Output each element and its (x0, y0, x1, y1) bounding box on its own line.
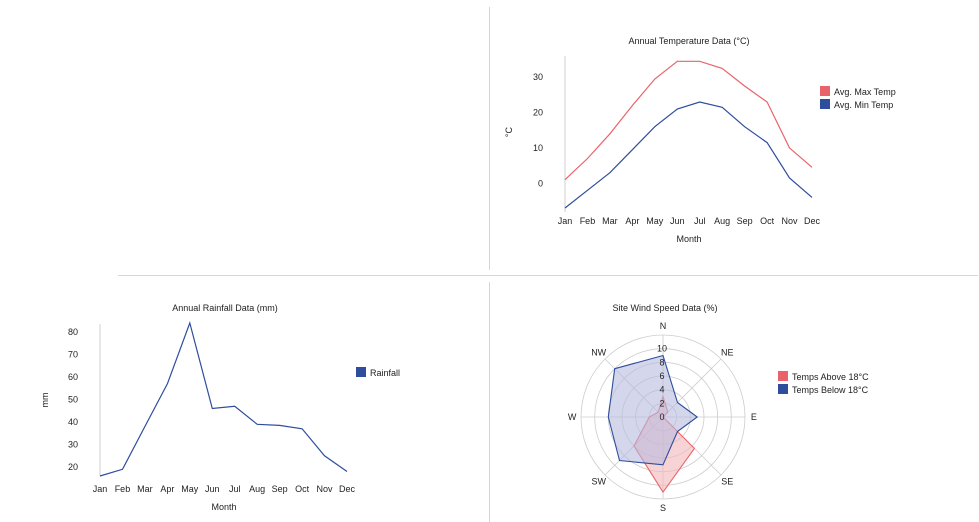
rainfall-legend: Rainfall (356, 367, 400, 378)
x-tick-label: Jan (93, 484, 108, 494)
rainfall-chart: Annual Rainfall Data (mm) 20 30 40 50 60 70 80… (40, 303, 356, 512)
x-tick-label: Feb (115, 484, 131, 494)
radial-tick-label: 10 (657, 344, 667, 354)
x-tick-label: Sep (272, 484, 288, 494)
y-tick-label: 0 (538, 178, 543, 188)
direction-label: NE (721, 348, 734, 358)
direction-label: E (751, 412, 757, 422)
x-tick-label: Nov (782, 216, 799, 226)
temperature-legend: Avg. Max Temp Avg. Min Temp (820, 86, 896, 110)
legend-label-min: Avg. Min Temp (834, 100, 893, 110)
y-tick-label: 40 (68, 417, 78, 427)
y-axis-title: °C (504, 126, 514, 137)
x-tick-label: Feb (580, 216, 596, 226)
x-tick-label: Jan (558, 216, 573, 226)
x-tick-label: Jul (229, 484, 241, 494)
legend-label-rainfall: Rainfall (370, 368, 400, 378)
x-tick-labels: Jan Feb Mar Apr May Jun Jul Aug Sep Oct Nov Dec (558, 216, 821, 226)
radar-series (607, 354, 699, 494)
x-tick-label: Oct (760, 216, 775, 226)
y-tick-label: 70 (68, 350, 78, 360)
x-tick-label: Apr (160, 484, 174, 494)
radial-tick-label: 6 (659, 371, 664, 381)
x-tick-label: Dec (339, 484, 356, 494)
x-axis-title: Month (676, 234, 701, 244)
x-tick-label: Dec (804, 216, 821, 226)
legend-swatch-below (778, 384, 788, 394)
x-tick-label: Jul (694, 216, 706, 226)
legend-label-above: Temps Above 18°C (792, 372, 869, 382)
y-tick-label: 30 (68, 440, 78, 450)
series-line (99, 321, 348, 477)
y-tick-label: 80 (68, 327, 78, 337)
wind-legend: Temps Above 18°C Temps Below 18°C (778, 371, 869, 395)
radial-tick-label: 8 (659, 357, 664, 367)
x-tick-label: Aug (249, 484, 265, 494)
temperature-chart: Annual Temperature Data (°C) 0 10 20 30 Jan… (504, 36, 821, 244)
x-tick-label: Jun (205, 484, 220, 494)
y-tick-label: 20 (533, 108, 543, 118)
y-tick-label: 50 (68, 395, 78, 405)
x-axis-title: Month (211, 502, 236, 512)
y-tick-labels: 0 10 20 30 (533, 72, 543, 188)
legend-label-max: Avg. Max Temp (834, 87, 896, 97)
x-tick-label: May (181, 484, 199, 494)
y-tick-label: 20 (68, 462, 78, 472)
x-tick-label: Nov (317, 484, 334, 494)
legend-swatch-above (778, 371, 788, 381)
x-tick-label: Aug (714, 216, 730, 226)
y-axis-title: mm (40, 393, 50, 408)
wind-radar-chart: Site Wind Speed Data (%) 0 2 4 6 8 10 N NE E SE S… (568, 303, 757, 513)
radar-series-area (607, 354, 699, 466)
radial-tick-label: 4 (659, 385, 664, 395)
horizontal-divider (118, 275, 978, 276)
direction-label: SE (721, 476, 733, 486)
direction-label: S (660, 503, 666, 513)
direction-label: N (660, 321, 667, 331)
series-line (564, 60, 813, 181)
legend-swatch-min (820, 99, 830, 109)
vertical-divider-top (489, 7, 490, 270)
chart-title: Annual Rainfall Data (mm) (172, 303, 278, 313)
legend-label-below: Temps Below 18°C (792, 385, 869, 395)
chart-title: Annual Temperature Data (°C) (629, 36, 750, 46)
y-tick-label: 10 (533, 143, 543, 153)
x-tick-label: May (646, 216, 664, 226)
radial-tick-labels: 0 2 4 6 8 10 (657, 344, 667, 422)
y-tick-label: 60 (68, 372, 78, 382)
y-tick-label: 30 (533, 72, 543, 82)
x-tick-label: Mar (137, 484, 153, 494)
x-tick-label: Apr (625, 216, 639, 226)
x-tick-label: Jun (670, 216, 685, 226)
radial-tick-label: 0 (659, 412, 664, 422)
x-tick-label: Mar (602, 216, 618, 226)
y-tick-labels: 20 30 40 50 60 70 80 (68, 327, 78, 472)
legend-swatch-max (820, 86, 830, 96)
direction-labels: N NE E SE S SW W NW (568, 321, 757, 513)
direction-label: SW (591, 476, 606, 486)
legend-swatch-rainfall (356, 367, 366, 377)
chart-title: Site Wind Speed Data (%) (612, 303, 717, 313)
x-tick-labels: Jan Feb Mar Apr May Jun Jul Aug Sep Oct Nov Dec (93, 484, 356, 494)
direction-label: NW (591, 348, 606, 358)
series-line (564, 101, 813, 209)
vertical-divider-bottom (489, 282, 490, 522)
radial-tick-label: 2 (659, 398, 664, 408)
x-tick-label: Sep (737, 216, 753, 226)
series-lines (564, 60, 813, 209)
x-tick-label: Oct (295, 484, 310, 494)
direction-label: W (568, 412, 577, 422)
series-lines (99, 321, 348, 477)
